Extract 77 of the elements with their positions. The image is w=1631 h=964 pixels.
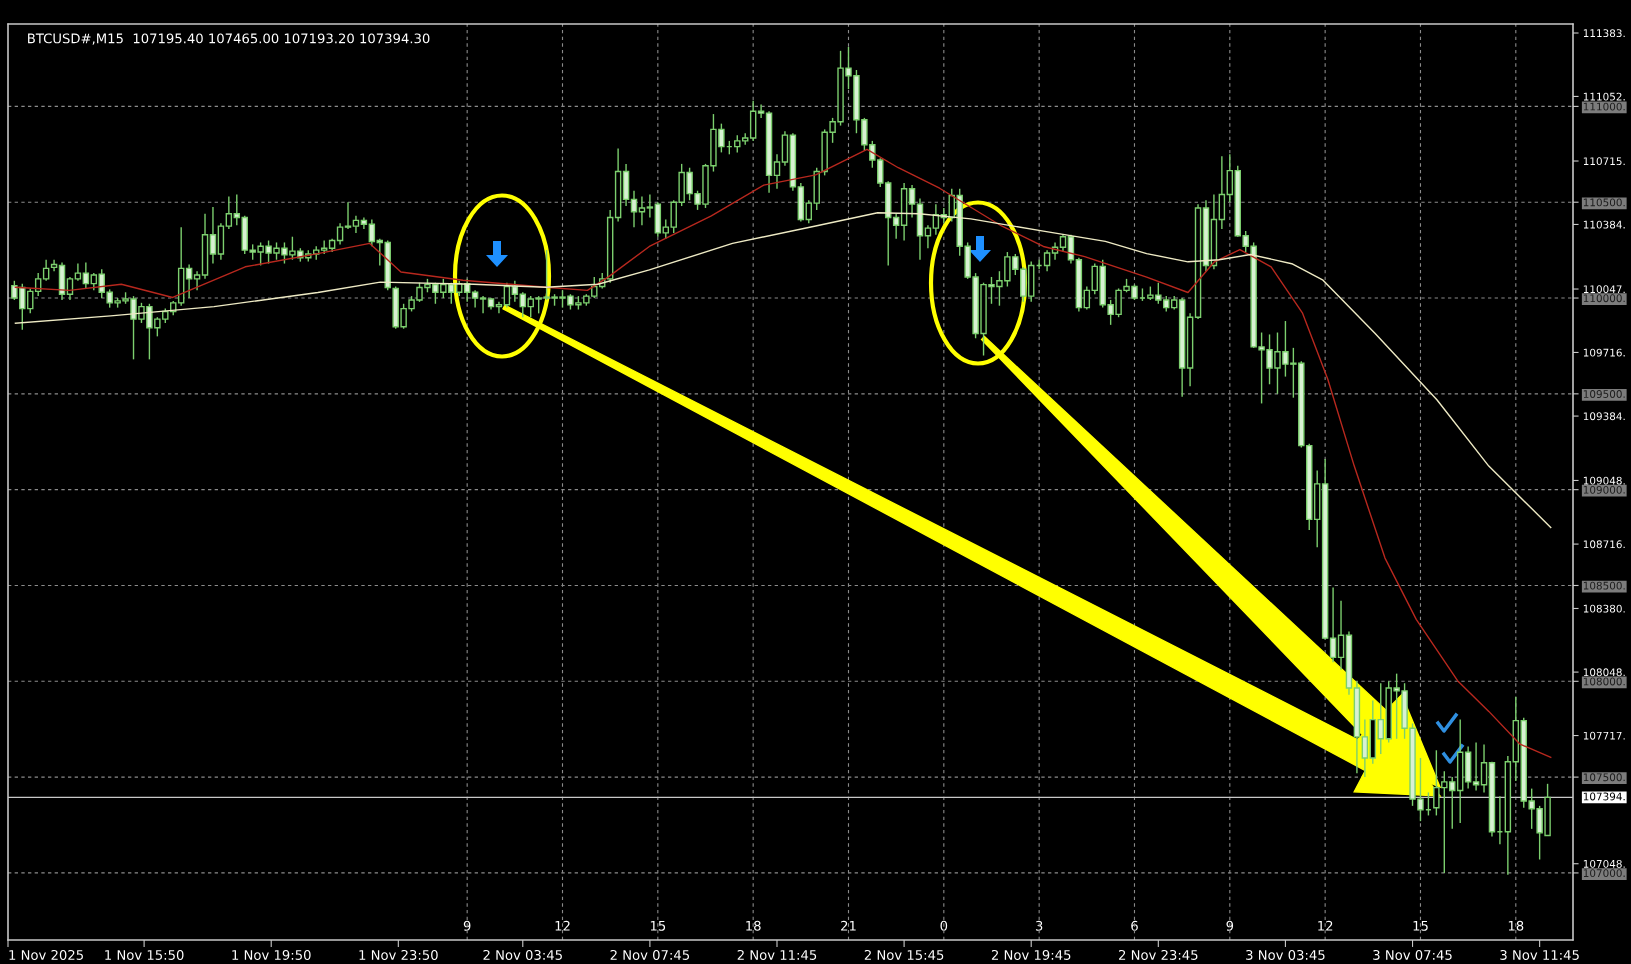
candlestick [479, 295, 487, 315]
x2-tick-label: 18 [746, 920, 761, 931]
y2-tick-label: 107048. [1583, 859, 1625, 868]
candlestick [320, 239, 328, 255]
candlestick [646, 193, 654, 219]
candlestick [1337, 600, 1345, 671]
x-tick-label: 2 Nov 03:45 [483, 949, 562, 960]
candlestick [185, 263, 193, 299]
x-tick-label: 1 Nov 23:50 [359, 949, 438, 960]
y2-tick-label: 110715. [1583, 157, 1625, 166]
y2-tick-label: 109384. [1583, 412, 1625, 421]
candlestick [209, 206, 217, 265]
x2-tick-label: 15 [1413, 920, 1428, 931]
candlestick [336, 222, 344, 246]
x2-tick-label: 9 [1226, 920, 1234, 931]
x-tick-label: 2 Nov 11:45 [737, 949, 817, 960]
candlestick [193, 270, 201, 292]
y2-tick-label: 111052. [1583, 92, 1625, 101]
x-tick-label: 2 Nov 15:45 [864, 949, 944, 960]
x-tick-label: 1 Nov 2025 [9, 949, 83, 960]
candlestick [1083, 285, 1091, 311]
candlestick [773, 153, 781, 190]
y-tick-label: 108500. [1583, 581, 1625, 590]
y-tick-label: 108000. [1583, 677, 1625, 686]
ref-line-label: 107394. [1583, 792, 1625, 801]
x2-tick-label: 12 [1318, 920, 1333, 931]
x-tick-label: 2 Nov 23:45 [1119, 949, 1198, 960]
x2-tick-label: 0 [940, 920, 948, 931]
y2-tick-label: 110384. [1583, 220, 1625, 229]
x-tick-label: 1 Nov 15:50 [105, 949, 184, 960]
candlestick [471, 289, 479, 309]
y2-tick-label: 110047. [1583, 285, 1625, 294]
x2-tick-label: 18 [1508, 920, 1524, 931]
y-tick-label: 109000. [1583, 485, 1625, 494]
candlestick [1043, 249, 1051, 272]
candlestick [908, 184, 916, 219]
x-tick-label: 2 Nov 19:45 [991, 949, 1071, 960]
candlestick [1361, 718, 1369, 778]
candlestick [495, 301, 503, 315]
candlestick [82, 261, 90, 290]
y-tick-label: 111000. [1583, 102, 1625, 111]
y2-tick-label: 109716. [1583, 348, 1625, 357]
text: BTCUSD#,M15 107195.40 107465.00 107193.20 107394.30 [28, 33, 430, 45]
y-tick-label: 110500. [1583, 198, 1625, 207]
y-tick-label: 109500. [1583, 390, 1625, 398]
candlestick [1480, 743, 1488, 794]
y-tick-label: 107500. [1583, 773, 1625, 782]
candlestick [225, 195, 233, 230]
candlestick [757, 103, 765, 119]
candlestick [892, 213, 900, 240]
candlestick [924, 224, 932, 249]
candlestick [1329, 586, 1337, 663]
x2-tick-label: 3 [1035, 920, 1043, 931]
y2-tick-label: 108048. [1583, 668, 1625, 677]
y2-tick-label: 109048. [1583, 476, 1625, 485]
y2-tick-label: 107717. [1583, 731, 1625, 740]
x-tick-label: 3 Nov 03:45 [1246, 949, 1325, 960]
line-series [14, 212, 1552, 529]
x2-tick-label: 21 [841, 920, 856, 931]
x-tick-label: 1 Nov 19:50 [232, 949, 311, 960]
candlestick [638, 195, 646, 226]
candlestick [42, 259, 50, 282]
x2-tick-label: 15 [650, 920, 666, 931]
y2-tick-label: 108716. [1583, 540, 1625, 549]
y-tick-label: 107000. [1583, 869, 1625, 878]
candlestick [1472, 741, 1480, 792]
candlestick [344, 201, 352, 230]
y2-tick-label: 108380. [1583, 604, 1625, 613]
y-tick-label: 110000. [1583, 294, 1625, 303]
x2-tick-label: 9 [463, 920, 471, 931]
x-tick-label: 3 Nov 11:45 [1500, 949, 1579, 960]
x-tick-label: 3 Nov 07:45 [1373, 949, 1452, 960]
y2-tick-label: 111383. [1583, 29, 1625, 38]
x2-tick-label: 12 [555, 920, 570, 931]
candlestick [368, 218, 376, 247]
candlestick [1226, 153, 1234, 203]
x-tick-label: 2 Nov 07:45 [610, 949, 690, 960]
